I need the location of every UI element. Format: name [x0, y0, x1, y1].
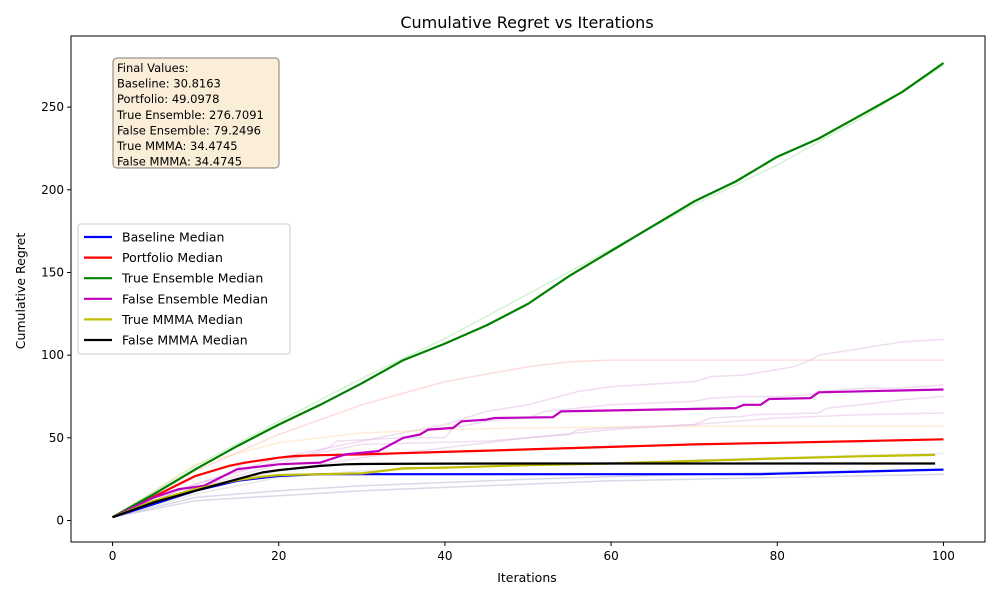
annotation-line: True MMMA: 34.4745 [116, 139, 238, 153]
y-tick-label: 250 [41, 100, 64, 114]
annotation-line: False Ensemble: 79.2496 [117, 123, 261, 137]
annotation-line: False MMMA: 34.4745 [117, 155, 242, 169]
background-run-line-4 [112, 65, 944, 518]
annotation-line: Final Values: [117, 61, 189, 75]
x-tick-label: 100 [932, 549, 955, 563]
annotation-line: True Ensemble: 276.7091 [116, 108, 264, 122]
y-axis: 0 50 100 150 200 250 [41, 100, 71, 528]
x-axis-label: Iterations [497, 570, 557, 585]
series-line-5 [112, 462, 936, 519]
series-line-1 [112, 438, 944, 519]
chart-title: Cumulative Regret vs Iterations [400, 13, 653, 32]
annotation-line: Portfolio: 49.0978 [117, 92, 219, 106]
legend: Baseline Median Portfolio Median True Ense… [77, 223, 291, 355]
series-lines [111, 62, 945, 519]
final-values-annotation: Final Values: Baseline: 30.8163Portfolio:… [112, 57, 280, 169]
annotation-line: Baseline: 30.8163 [117, 77, 221, 91]
plot-frame [70, 35, 986, 543]
legend-label: False MMMA Median [122, 333, 248, 348]
legend-label: Baseline Median [122, 230, 224, 245]
x-tick-label: 0 [109, 549, 117, 563]
x-tick-label: 60 [603, 549, 618, 563]
series-line-2 [111, 62, 945, 519]
background-run-line-0 [112, 473, 944, 518]
background-run-line-3 [112, 425, 944, 518]
legend-label: True MMMA Median [121, 312, 243, 327]
y-tick-label: 0 [56, 514, 64, 528]
y-tick-label: 50 [49, 431, 64, 445]
y-axis-label: Cumulative Regret [13, 233, 28, 350]
series-line-3 [112, 388, 944, 519]
y-tick-label: 150 [41, 265, 64, 279]
y-tick-label: 100 [41, 348, 64, 362]
legend-label: True Ensemble Median [121, 271, 263, 286]
x-tick-label: 20 [271, 549, 286, 563]
x-tick-label: 80 [770, 549, 785, 563]
legend-label: Portfolio Median [122, 250, 223, 265]
legend-box [77, 223, 291, 355]
background-run-line-2 [112, 359, 944, 518]
x-axis: 0 20 40 60 80 100 [109, 542, 955, 563]
background-run-line-7 [112, 338, 944, 518]
x-tick-label: 40 [437, 549, 452, 563]
background-run-line-6 [112, 395, 944, 518]
y-tick-label: 200 [41, 183, 64, 197]
legend-label: False Ensemble Median [122, 291, 268, 306]
annotation-box [112, 57, 280, 169]
background-run-line-5 [112, 384, 944, 518]
